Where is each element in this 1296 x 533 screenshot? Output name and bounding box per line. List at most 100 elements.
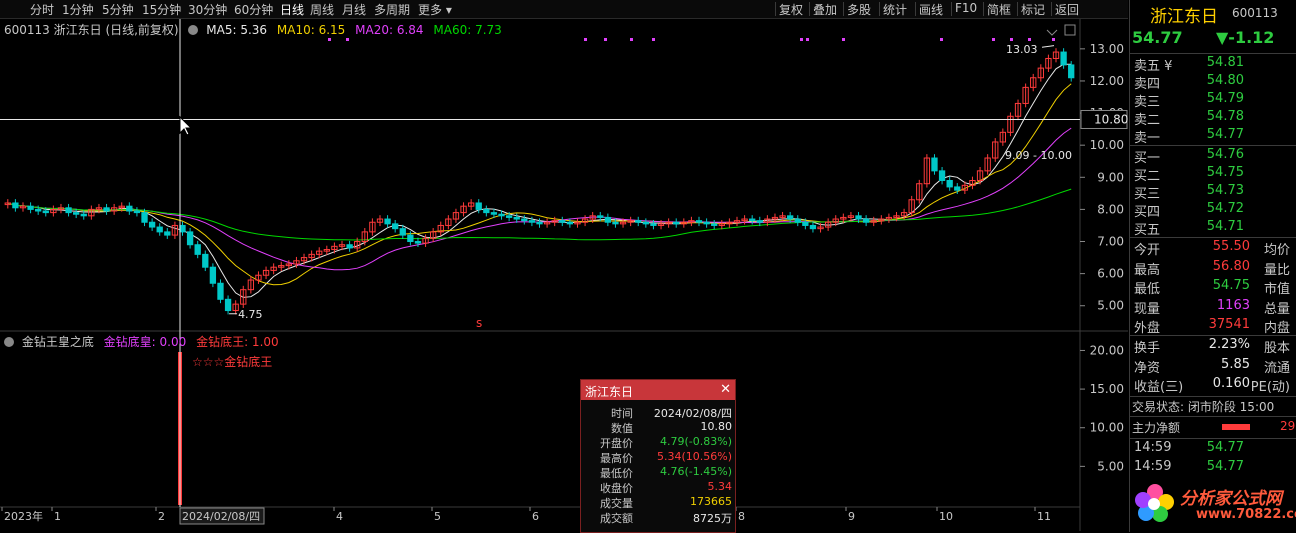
candle [422, 237, 429, 244]
candle [680, 221, 687, 225]
candle [103, 207, 110, 212]
toolbar-button-3[interactable]: 统计 [883, 3, 908, 17]
close-icon[interactable]: ✕ [720, 382, 731, 397]
toolbar-divider [951, 2, 952, 16]
candle [323, 249, 330, 252]
period-tab-5[interactable]: 60分钟 [234, 3, 274, 17]
toolbar-button-2[interactable]: 多股 [847, 3, 872, 17]
candle [293, 260, 300, 265]
popup-row-value: 2024/02/08/四 [653, 407, 732, 420]
price-tick-label: 6.00 [1097, 267, 1124, 281]
toolbar-button-7[interactable]: 标记 [1021, 3, 1046, 17]
candle [908, 199, 915, 214]
indicator-legend: 金钻王皇之底 金钻底皇: 0.00 金钻底王: 1.00 [4, 333, 279, 350]
candle [635, 220, 642, 223]
signal-dot [842, 38, 845, 41]
signal-dot [1052, 38, 1055, 41]
candle [824, 221, 832, 228]
candle [961, 184, 969, 191]
indicator-tick-label: 10.00 [1090, 421, 1124, 435]
popup-row-label: 时间 [611, 407, 633, 420]
signal-dot [800, 38, 803, 41]
candle [954, 186, 961, 191]
stat-row-label2: 总量 [1263, 301, 1290, 317]
candle [847, 215, 855, 218]
toolbar-button-1[interactable]: 叠加 [813, 3, 838, 17]
candle [764, 218, 771, 223]
period-tab-2[interactable]: 5分钟 [102, 3, 134, 17]
tick-row: 14:59 54.77 [1134, 440, 1294, 460]
period-tab-10[interactable]: 更多 ▾ [418, 3, 452, 17]
candle [392, 223, 399, 230]
kline-chart[interactable]: 13.0012.0011.0010.009.008.007.006.005.00… [0, 19, 1128, 531]
toolbar-button-4[interactable]: 画线 [919, 3, 944, 17]
popup-row-label: 成交量 [600, 497, 633, 510]
stat2-row-label: 净资 [1134, 360, 1161, 376]
bid-row: 买三 54.73 [1134, 183, 1294, 203]
ma5-legend: MA5: 5.36 [206, 23, 268, 37]
watermark: 分析家公式网 www.70822.com [1130, 474, 1296, 530]
toolbar-divider [843, 2, 844, 16]
ask-row-label: 卖二 [1134, 113, 1161, 128]
candle [118, 205, 125, 209]
toolbar-button-5[interactable]: F10 [955, 1, 978, 15]
toolbar-button-0[interactable]: 复权 [779, 3, 804, 17]
signal-dot [992, 38, 995, 41]
ask-row: 卖二 54.78 [1134, 109, 1294, 129]
candle [27, 205, 34, 210]
candle [346, 244, 353, 249]
period-tab-1[interactable]: 1分钟 [62, 3, 94, 17]
candle [430, 231, 437, 239]
indicator-name: 金钻王皇之底 [21, 335, 94, 349]
period-tab-6[interactable]: 日线 [280, 3, 305, 17]
stat-row-value: 37541 [1208, 317, 1250, 332]
period-tab-0[interactable]: 分时 [30, 3, 55, 17]
candle [1007, 115, 1014, 133]
period-tab-4[interactable]: 30分钟 [188, 3, 228, 17]
candle [50, 208, 57, 214]
popup-row: 收盘价 5.34 [581, 480, 735, 495]
popup-row: 最低价 4.76(-1.45%) [581, 465, 735, 480]
popup-row-value: 10.80 [700, 420, 733, 433]
candle [969, 180, 976, 186]
candle [141, 212, 148, 223]
period-tab-9[interactable]: 多周期 [374, 3, 411, 17]
stat2-row-label2: PE(动) [1250, 380, 1290, 395]
ask-row-value: 54.80 [1206, 73, 1244, 88]
candle [543, 221, 551, 225]
tick-row-value: 54.77 [1206, 440, 1244, 455]
high-price-arrow [1041, 45, 1055, 48]
candle [855, 215, 862, 220]
legend-toggle-icon[interactable] [188, 25, 199, 35]
signal-dot [584, 38, 587, 41]
period-tab-8[interactable]: 月线 [342, 3, 367, 17]
candle [703, 221, 710, 225]
candle [498, 213, 505, 217]
indicator-toggle-icon[interactable] [4, 337, 14, 347]
stat-row-value: 55.50 [1212, 239, 1250, 254]
candle [794, 218, 801, 223]
time-axis-label: 5 [434, 510, 441, 523]
candle [513, 216, 520, 220]
candle [95, 207, 103, 210]
candle [665, 221, 672, 225]
signal-dot [328, 38, 331, 41]
candle [194, 244, 201, 255]
candle [65, 207, 72, 214]
stat2-row: 换手 2.23% 股本 [1134, 337, 1294, 357]
time-axis-label: 11 [1037, 510, 1051, 523]
price-tick-label: 12.00 [1090, 74, 1124, 88]
candle [984, 157, 991, 172]
stat-row-label2: 量比 [1263, 262, 1290, 278]
main-flow-bar [1222, 424, 1250, 430]
candle [711, 223, 718, 226]
low-price-label: 4.75 [238, 308, 263, 321]
toolbar-button-6[interactable]: 简框 [987, 3, 1012, 17]
toolbar-button-8[interactable]: 返回 [1055, 3, 1080, 17]
candle [1030, 77, 1037, 88]
signal-dot [1010, 38, 1013, 41]
ma5-line [7, 63, 1072, 298]
period-tab-3[interactable]: 15分钟 [142, 3, 182, 17]
period-tab-7[interactable]: 周线 [310, 3, 335, 17]
candle [384, 218, 391, 225]
